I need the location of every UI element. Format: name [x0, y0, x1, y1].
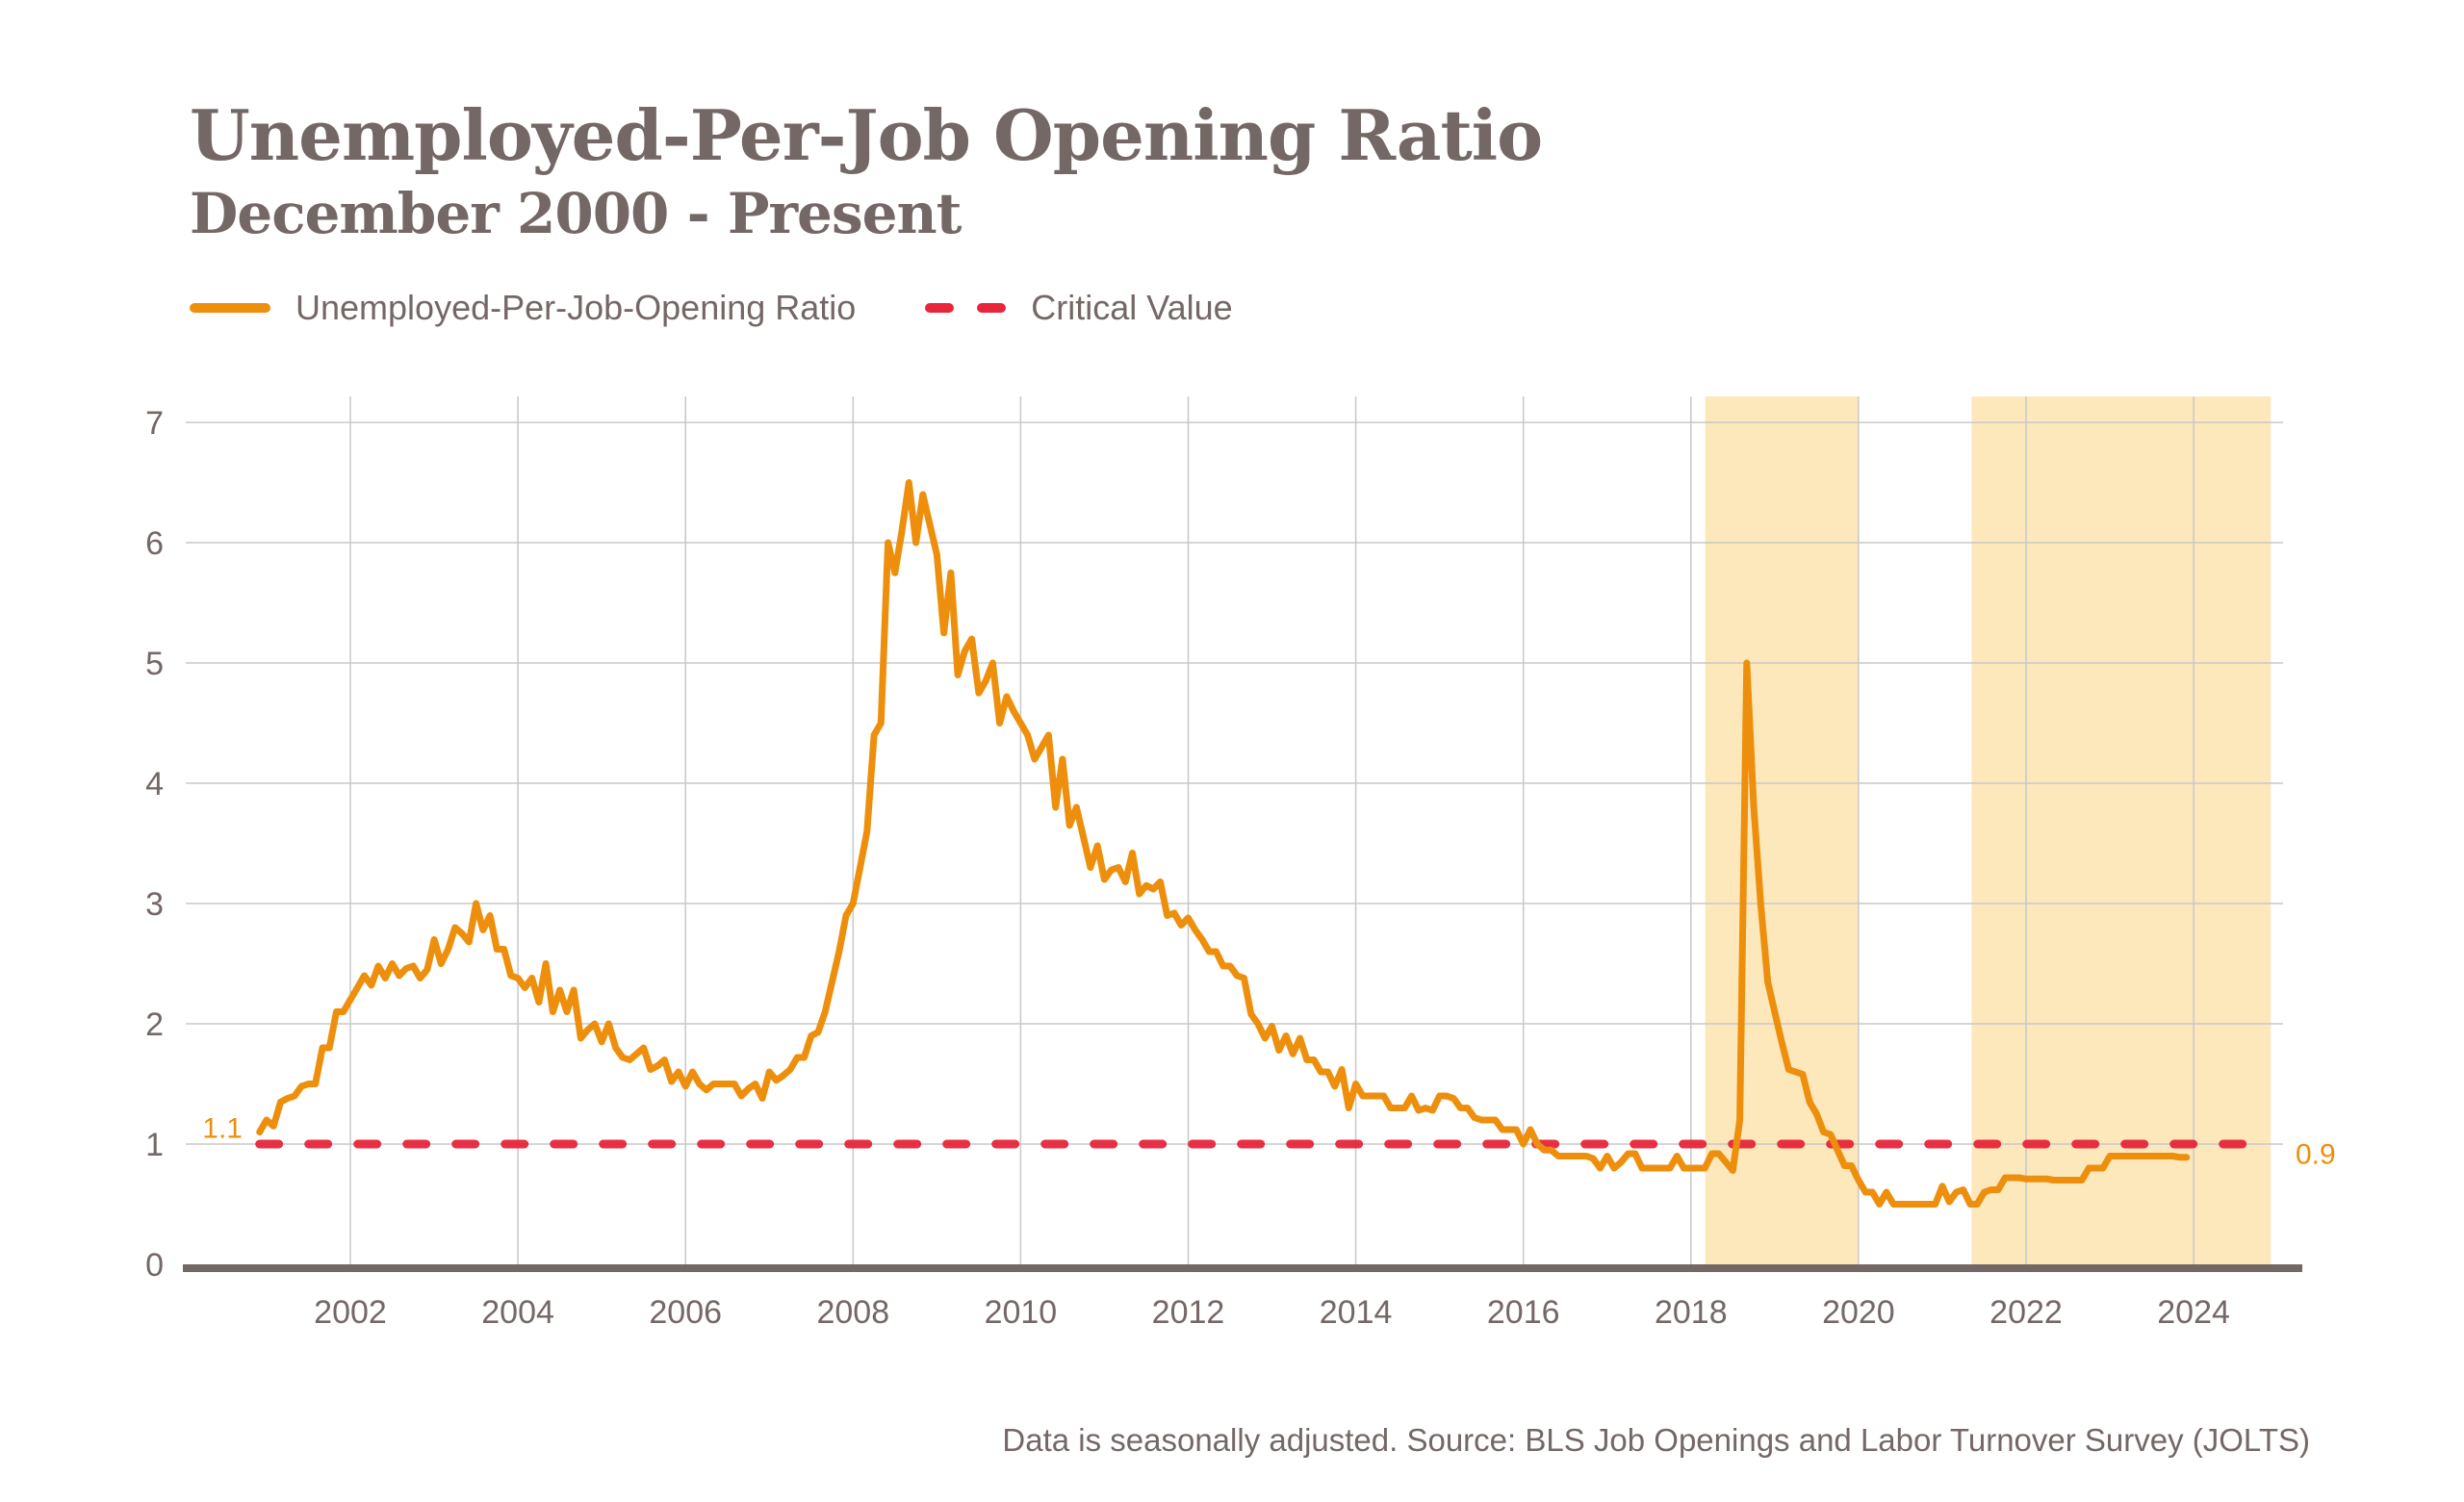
x-tick-label: 2018 — [1655, 1294, 1728, 1331]
y-tick-label: 4 — [145, 766, 164, 802]
legend-label-ratio: Unemployed-Per-Job-Opening Ratio — [295, 288, 857, 327]
x-tick-label: 2016 — [1487, 1294, 1560, 1331]
legend: Unemployed-Per-Job-Opening Ratio Critica… — [190, 279, 1302, 337]
y-tick-label: 5 — [145, 646, 164, 682]
x-tick-label: 2024 — [2157, 1294, 2230, 1331]
source-note: Data is seasonally adjusted. Source: BLS… — [1002, 1422, 2310, 1458]
ratio-series-line — [256, 479, 2191, 1208]
x-tick-label: 2002 — [314, 1294, 387, 1331]
legend-solid-line-swatch — [190, 303, 270, 313]
x-tick-label: 2012 — [1152, 1294, 1225, 1331]
x-tick-label: 2004 — [481, 1294, 554, 1331]
end-value-label: 0.9 — [2296, 1139, 2336, 1171]
y-tick-label: 3 — [145, 886, 164, 923]
shaded-period-0 — [1705, 396, 1859, 1264]
legend-dashed-line-swatch — [925, 303, 1007, 313]
annotations: 1.1 0.9 — [202, 1113, 2335, 1171]
y-tick-label: 7 — [145, 405, 164, 442]
x-tick-label: 2008 — [816, 1294, 889, 1331]
y-axis-ticks: 0 1 2 3 4 5 6 7 — [145, 405, 164, 1284]
x-tick-label: 2006 — [649, 1294, 722, 1331]
legend-item-critical: Critical Value — [925, 288, 1233, 328]
gridlines — [186, 396, 2283, 1264]
legend-label-critical: Critical Value — [1031, 288, 1233, 327]
x-tick-label: 2010 — [985, 1294, 1058, 1331]
y-tick-label: 6 — [145, 525, 164, 562]
y-tick-label: 0 — [145, 1247, 164, 1284]
x-axis-ticks: 2002 2004 2006 2008 2010 2012 2014 2016 2018 2020… — [314, 1294, 2230, 1331]
chart-title: Unemployed-Per-Job Opening Ratio — [190, 94, 1543, 176]
shaded-periods — [1705, 396, 2272, 1264]
x-tick-label: 2022 — [1989, 1294, 2063, 1331]
x-tick-label: 2020 — [1822, 1294, 1895, 1331]
start-value-label: 1.1 — [202, 1113, 243, 1145]
legend-item-ratio: Unemployed-Per-Job-Opening Ratio — [190, 288, 856, 328]
shaded-period-1 — [1971, 396, 2272, 1264]
y-tick-label: 2 — [145, 1006, 164, 1043]
y-tick-label: 1 — [145, 1127, 164, 1163]
x-tick-label: 2014 — [1320, 1294, 1393, 1331]
chart-subtitle: December 2000 - Present — [190, 181, 962, 246]
